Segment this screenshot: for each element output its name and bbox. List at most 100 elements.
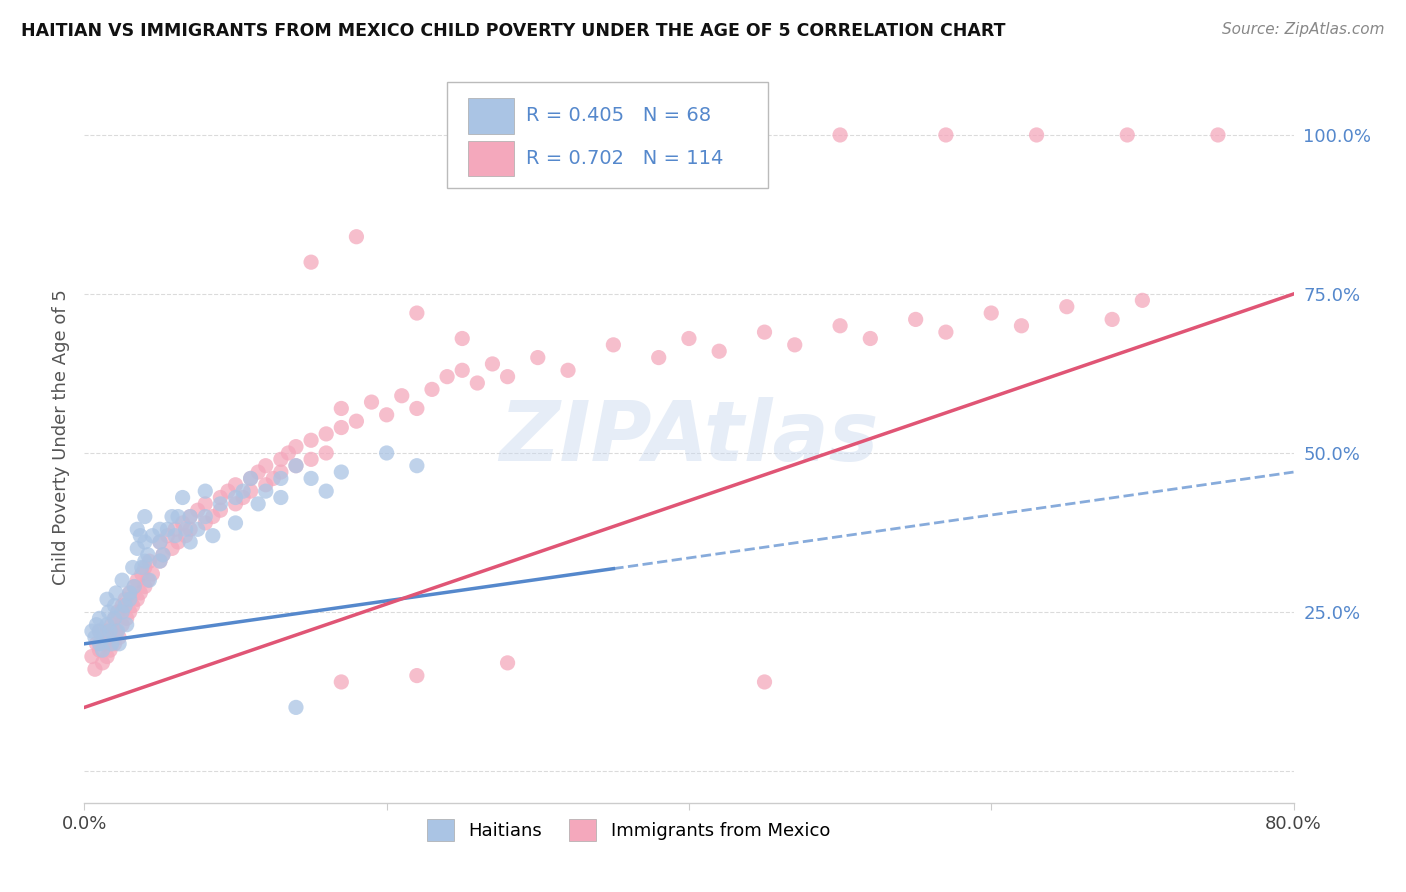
Point bbox=[97, 631, 120, 645]
Point bbox=[648, 351, 671, 365]
Point bbox=[1056, 300, 1078, 314]
Point bbox=[232, 491, 254, 505]
Point bbox=[96, 592, 118, 607]
Point bbox=[209, 497, 232, 511]
Point bbox=[96, 649, 118, 664]
Point bbox=[114, 592, 136, 607]
Point bbox=[557, 363, 579, 377]
Point bbox=[131, 566, 153, 581]
Point bbox=[127, 592, 149, 607]
Point bbox=[174, 529, 197, 543]
Point bbox=[167, 509, 190, 524]
Point bbox=[111, 599, 134, 613]
Point bbox=[152, 548, 174, 562]
Point bbox=[127, 573, 149, 587]
Point bbox=[830, 128, 852, 142]
Point bbox=[118, 586, 141, 600]
Point bbox=[138, 573, 160, 587]
Point bbox=[225, 491, 247, 505]
Point bbox=[105, 586, 128, 600]
Point bbox=[904, 312, 927, 326]
Point bbox=[209, 491, 232, 505]
Point bbox=[118, 605, 141, 619]
Point bbox=[299, 434, 322, 448]
Point bbox=[134, 535, 156, 549]
Point bbox=[121, 599, 143, 613]
Point bbox=[136, 548, 159, 562]
Legend: Haitians, Immigrants from Mexico: Haitians, Immigrants from Mexico bbox=[419, 812, 838, 848]
Point bbox=[754, 675, 776, 690]
Point bbox=[134, 580, 156, 594]
Point bbox=[86, 617, 108, 632]
Point bbox=[194, 516, 217, 530]
Point bbox=[277, 446, 299, 460]
Point bbox=[1025, 128, 1047, 142]
Point bbox=[98, 624, 121, 638]
Point bbox=[141, 566, 163, 581]
Point bbox=[270, 465, 292, 479]
FancyBboxPatch shape bbox=[468, 141, 513, 176]
Point bbox=[134, 560, 156, 574]
Point bbox=[262, 471, 284, 485]
Point bbox=[481, 357, 503, 371]
Point bbox=[167, 535, 190, 549]
Point bbox=[935, 325, 957, 339]
Point bbox=[149, 554, 172, 568]
Point bbox=[299, 471, 322, 485]
Point bbox=[93, 637, 115, 651]
Point bbox=[330, 465, 353, 479]
Point bbox=[254, 458, 277, 473]
Point bbox=[115, 611, 138, 625]
Point bbox=[91, 656, 114, 670]
Point bbox=[127, 541, 149, 556]
Point bbox=[194, 509, 217, 524]
Point bbox=[97, 605, 120, 619]
Point bbox=[134, 509, 156, 524]
Point bbox=[160, 541, 183, 556]
Point bbox=[330, 675, 353, 690]
Point bbox=[89, 637, 111, 651]
Point bbox=[346, 229, 368, 244]
Point bbox=[104, 637, 127, 651]
Point bbox=[254, 484, 277, 499]
Point bbox=[160, 509, 183, 524]
Point bbox=[165, 522, 187, 536]
Point bbox=[111, 617, 134, 632]
Text: R = 0.702   N = 114: R = 0.702 N = 114 bbox=[526, 149, 723, 168]
Point bbox=[104, 611, 127, 625]
Point bbox=[149, 535, 172, 549]
Point bbox=[138, 554, 160, 568]
Y-axis label: Child Poverty Under the Age of 5: Child Poverty Under the Age of 5 bbox=[52, 289, 70, 585]
Point bbox=[179, 522, 201, 536]
Point bbox=[156, 522, 179, 536]
Point bbox=[84, 662, 107, 676]
Point bbox=[114, 599, 136, 613]
Point bbox=[86, 637, 108, 651]
Point bbox=[201, 529, 224, 543]
Point bbox=[121, 560, 143, 574]
Point bbox=[935, 128, 957, 142]
Text: HAITIAN VS IMMIGRANTS FROM MEXICO CHILD POVERTY UNDER THE AGE OF 5 CORRELATION C: HAITIAN VS IMMIGRANTS FROM MEXICO CHILD … bbox=[21, 22, 1005, 40]
FancyBboxPatch shape bbox=[468, 98, 513, 134]
Point bbox=[1130, 293, 1153, 308]
Point bbox=[179, 535, 201, 549]
Point bbox=[315, 484, 337, 499]
Point bbox=[467, 376, 489, 390]
Point bbox=[156, 529, 179, 543]
Point bbox=[285, 440, 308, 454]
Point bbox=[100, 617, 122, 632]
Point bbox=[105, 624, 128, 638]
Point bbox=[285, 458, 308, 473]
Point bbox=[602, 338, 624, 352]
Point bbox=[406, 401, 429, 416]
Point bbox=[115, 617, 138, 632]
Point bbox=[187, 503, 209, 517]
Point bbox=[172, 491, 194, 505]
Point bbox=[406, 306, 429, 320]
Point bbox=[346, 414, 368, 428]
Point bbox=[152, 548, 174, 562]
Point bbox=[285, 700, 308, 714]
Point bbox=[315, 446, 337, 460]
Point bbox=[141, 529, 163, 543]
Point bbox=[118, 592, 141, 607]
